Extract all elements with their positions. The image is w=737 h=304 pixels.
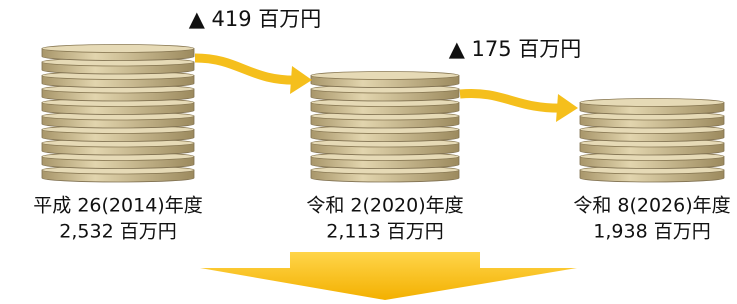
- amount-label: 2,532 百万円: [59, 221, 176, 243]
- curved-arrow: [460, 93, 566, 108]
- period-label: 平成 26(2014)年度: [33, 195, 202, 217]
- amount-label: 2,113 百万円: [326, 221, 443, 243]
- period-label: 令和 2(2020)年度: [306, 195, 463, 217]
- coin: [580, 99, 724, 107]
- curved-arrow: [195, 58, 300, 80]
- coin: [42, 45, 194, 53]
- arrow-head: [290, 66, 312, 94]
- coin-stacks: [42, 45, 724, 183]
- arrow-head: [556, 94, 578, 122]
- change-label: ▲ 175 百万円: [449, 37, 582, 61]
- coin: [311, 72, 459, 80]
- infographic: ▲ 419 百万円 ▲ 175 百万円 平成 26(2014)年度 2,532 …: [0, 0, 737, 304]
- change-label: ▲ 419 百万円: [189, 7, 322, 31]
- amount-label: 1,938 百万円: [593, 221, 710, 243]
- period-label: 令和 8(2026)年度: [573, 195, 730, 217]
- down-arrow: [200, 252, 577, 300]
